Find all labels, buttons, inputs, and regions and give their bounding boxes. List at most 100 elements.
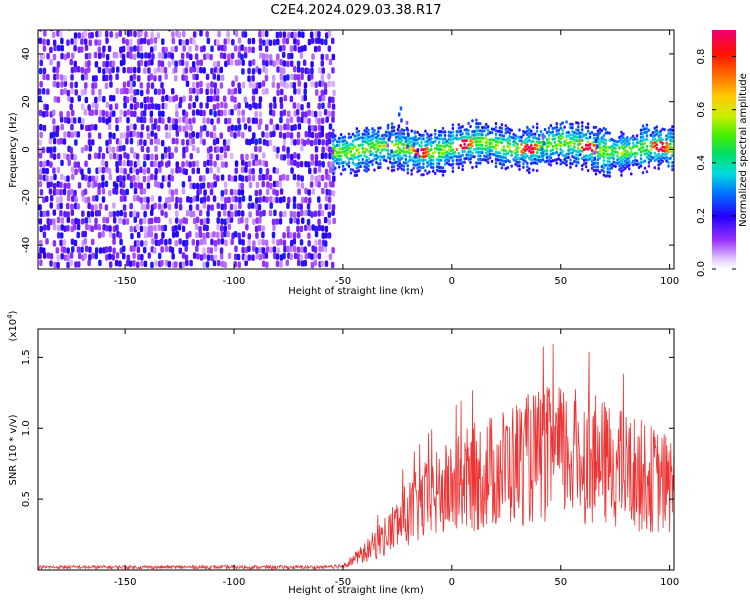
noise-cell [146, 125, 150, 132]
noise-cell [129, 46, 133, 53]
noise-cell [252, 240, 256, 247]
signal-cell [620, 166, 623, 170]
noise-cell [237, 82, 241, 89]
signal-cell [496, 158, 500, 162]
signal-cell [353, 163, 357, 167]
signal-cell [657, 166, 660, 171]
noise-cell [192, 252, 197, 259]
signal-cell [402, 135, 406, 140]
signal-cell [469, 150, 472, 154]
signal-cell [561, 135, 564, 139]
noise-cell [323, 108, 328, 116]
signal-cell [432, 162, 435, 166]
noise-cell [324, 232, 328, 239]
signal-cell [610, 137, 613, 141]
signal-cell [459, 129, 462, 133]
noise-cell [332, 175, 336, 182]
noise-cell [70, 74, 74, 81]
noise-cell [66, 261, 70, 269]
noise-cell [143, 153, 147, 161]
noise-cell [171, 31, 175, 38]
signal-cell [475, 118, 478, 122]
noise-cell [321, 80, 325, 87]
noise-cell [46, 159, 50, 167]
noise-cell [310, 131, 315, 139]
noise-cell [219, 247, 224, 254]
noise-cell [154, 168, 158, 175]
noise-cell [248, 60, 252, 67]
noise-cell [265, 246, 270, 253]
noise-cell [52, 153, 57, 160]
signal-cell [657, 149, 660, 153]
noise-cell [147, 252, 152, 259]
signal-cell [337, 151, 341, 155]
noise-cell [80, 89, 85, 96]
signal-cell [477, 132, 480, 136]
noise-cell [142, 168, 147, 175]
noise-cell [83, 109, 88, 116]
signal-cell [447, 141, 451, 145]
noise-cell [216, 67, 221, 75]
noise-cell [313, 259, 318, 267]
noise-cell [182, 95, 186, 102]
noise-cell [329, 23, 333, 30]
signal-cell [639, 160, 643, 165]
colorbar-gradient [712, 30, 736, 269]
signal-cell [402, 150, 406, 154]
signal-cell [600, 129, 604, 133]
signal-cell [361, 139, 364, 144]
signal-cell [457, 151, 460, 155]
signal-cell [610, 155, 613, 159]
signal-cell [553, 144, 557, 148]
noise-cell [185, 160, 189, 167]
signal-cell [445, 150, 449, 154]
signal-cell [461, 153, 464, 157]
noise-cell [227, 125, 231, 133]
signal-cell [661, 156, 664, 160]
noise-cell [206, 247, 211, 254]
signal-cell [455, 158, 459, 162]
noise-cell [293, 73, 298, 81]
noise-cell [143, 204, 147, 211]
noise-cell [128, 30, 133, 37]
noise-cell [206, 217, 210, 224]
noise-cell [168, 124, 172, 131]
signal-cell [469, 160, 472, 164]
noise-cell [310, 174, 314, 181]
signal-cell [426, 146, 429, 151]
signal-cell [398, 140, 402, 144]
noise-cell [122, 252, 126, 260]
noise-cell [73, 38, 78, 45]
signal-cell [357, 154, 361, 159]
noise-cell [209, 53, 213, 61]
noise-cell [244, 254, 248, 262]
signal-cell [541, 135, 545, 140]
noise-cell [39, 210, 44, 218]
noise-cell [296, 203, 301, 210]
noise-cell [259, 210, 263, 218]
noise-cell [170, 46, 174, 53]
signal-cell [357, 129, 361, 133]
signal-cell [547, 126, 551, 130]
snr-ylabel: SNR (10 * v/v) [8, 414, 19, 485]
signal-cell [345, 155, 349, 159]
signal-cell [649, 133, 653, 137]
signal-cell [626, 161, 629, 165]
signal-cell [371, 159, 374, 163]
noise-cell [129, 160, 133, 167]
noise-cell [222, 209, 227, 217]
signal-cell [377, 137, 380, 141]
signal-cell [653, 144, 657, 148]
signal-cell [459, 143, 462, 148]
noise-cell [189, 152, 194, 160]
noise-cell [241, 195, 246, 202]
signal-cell [457, 155, 460, 159]
noise-cell [175, 210, 179, 217]
signal-cell [537, 137, 541, 141]
signal-cell [571, 140, 574, 144]
noise-cell [55, 125, 60, 132]
noise-cell [118, 260, 122, 267]
noise-cell [139, 82, 144, 89]
signal-cell [496, 144, 500, 148]
signal-cell [608, 160, 611, 164]
